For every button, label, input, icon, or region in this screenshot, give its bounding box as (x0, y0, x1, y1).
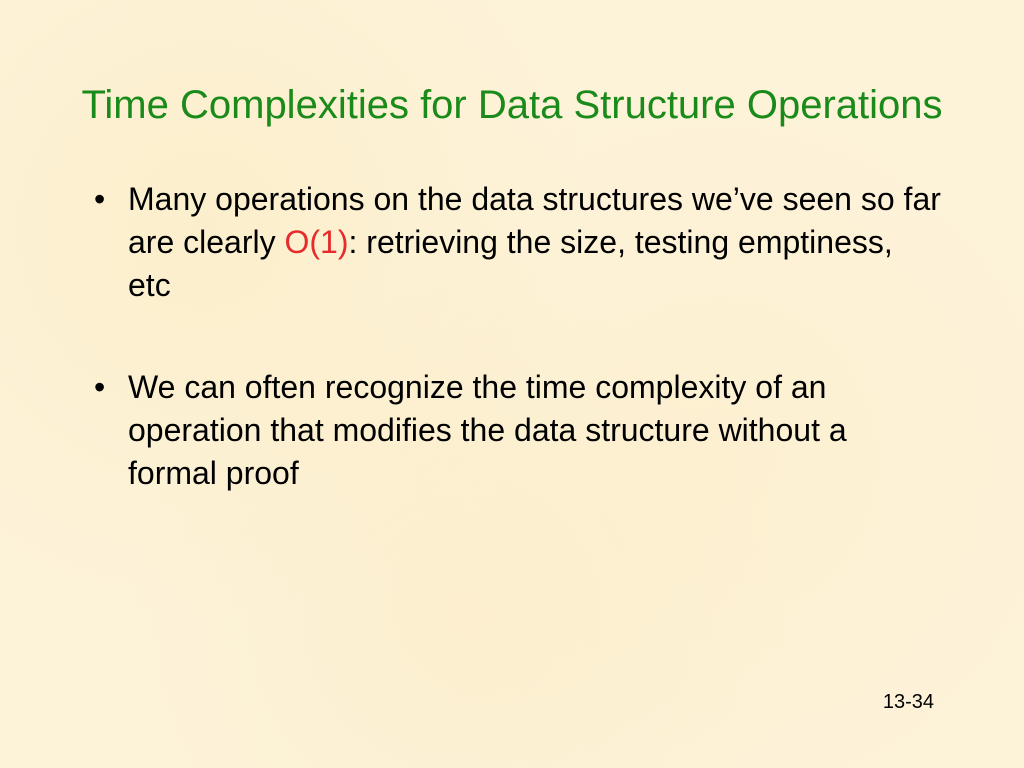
bullet-item: We can often recognize the time complexi… (128, 366, 944, 496)
complexity-highlight: O(1) (285, 224, 349, 260)
bullet-text-pre: We can often recognize the time complexi… (128, 369, 847, 491)
bullet-list: Many operations on the data structures w… (80, 178, 944, 495)
bullet-item: Many operations on the data structures w… (128, 178, 944, 308)
page-number: 13-34 (883, 691, 934, 714)
slide: Time Complexities for Data Structure Ope… (0, 0, 1024, 768)
slide-title: Time Complexities for Data Structure Ope… (80, 80, 944, 130)
